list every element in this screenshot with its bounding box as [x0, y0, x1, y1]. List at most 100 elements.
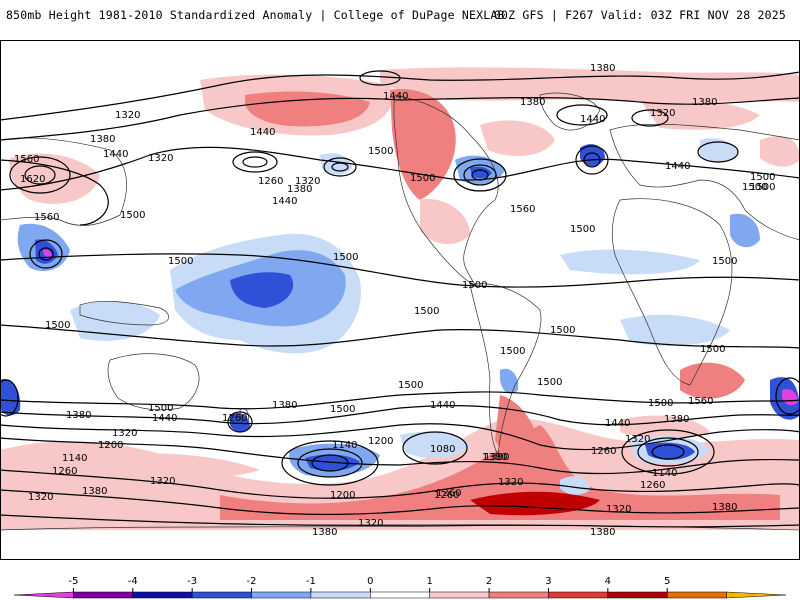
- low-contour-south-indian-b: [637, 437, 699, 467]
- low-contour-southern-pacific-c: [311, 454, 349, 472]
- low-contour-great-lakes-c: [471, 169, 489, 181]
- contour-1260-south: [0, 469, 800, 499]
- contour-label: 1080: [430, 444, 455, 455]
- indonesia-outline: [79, 300, 170, 326]
- contour-label: 1200: [330, 490, 355, 501]
- low-contour-southern-pacific-b: [297, 448, 363, 478]
- negative-anomaly-great-lakes-core: [470, 166, 492, 179]
- low-contour-atlantic-b: [583, 152, 601, 168]
- positive-anomaly-africa-south: [680, 362, 745, 399]
- colorbar-tick-label: 3: [545, 576, 552, 587]
- colorbar-tick-label: -4: [127, 576, 138, 587]
- low-contour-southern-pacific-2: [402, 431, 468, 465]
- contour-label: 1440: [665, 161, 690, 172]
- anomaly-map[interactable]: 1380 1440 1380 1320 1440 1320 1380 1440 …: [0, 40, 800, 560]
- contour-label: 1380: [712, 502, 737, 513]
- contour-label: 1440: [383, 91, 408, 102]
- contour-label: 1380: [66, 410, 91, 421]
- low-contour-great-lakes: [453, 158, 507, 192]
- greenland-outline: [539, 92, 601, 131]
- contour-label: 1320: [115, 110, 140, 121]
- contour-label: 1380: [590, 527, 615, 538]
- colorbar-segment: [488, 591, 549, 599]
- contour-label: 1500: [414, 306, 439, 317]
- colorbar-segment: [666, 591, 727, 599]
- contour-label: 1200: [98, 440, 123, 451]
- contour-label: 1380: [90, 134, 115, 145]
- low-contour-south-indian-c: [651, 444, 685, 460]
- colorbar-segment: [191, 591, 252, 599]
- contour-1320-south-2: [0, 489, 800, 516]
- contour-label: 1320: [150, 476, 175, 487]
- contour-label: 1500: [45, 320, 70, 331]
- contour-label: 1380: [482, 452, 507, 463]
- contour-label: 1500: [712, 256, 737, 267]
- colorbar-segment: [370, 591, 430, 599]
- contour-label: 1260: [222, 413, 247, 424]
- contour-label: 1500: [570, 224, 595, 235]
- positive-anomaly-south-atlantic: [620, 415, 710, 439]
- australia-outline: [107, 353, 200, 411]
- contour-label: 1260: [434, 490, 459, 501]
- contour-label: 1320: [148, 153, 173, 164]
- contour-label: 1440: [103, 149, 128, 160]
- contour-label: 1140: [332, 440, 357, 451]
- negative-anomaly-indian-ocean: [70, 300, 160, 341]
- colorbar-tick-label: -1: [305, 576, 316, 587]
- negative-anomaly-west-edge: [0, 379, 21, 416]
- colorbar-tick-label: 4: [604, 576, 612, 587]
- contour-label: 1380: [312, 527, 337, 538]
- colorbar-segment: [310, 591, 371, 599]
- contour-label: 1440: [430, 400, 455, 411]
- negative-anomaly-east-atlantic: [560, 476, 590, 495]
- positive-anomaly-mexico: [420, 199, 470, 245]
- contour-label: 1320: [295, 176, 320, 187]
- colorbar-tick-label: -3: [187, 576, 198, 587]
- colorbar-tick-label: 1: [426, 576, 433, 587]
- contour-label: 1320: [498, 477, 523, 488]
- positive-anomaly-arctic: [380, 67, 800, 102]
- low-contour-south-indian: [621, 429, 715, 475]
- contour-label: 1200: [368, 436, 393, 447]
- contour-label: 1380: [590, 63, 615, 74]
- contour-label: 1500: [750, 172, 775, 183]
- contour-label: 1140: [62, 453, 87, 464]
- contour-label: 1500: [410, 173, 435, 184]
- contour-label: 1500: [550, 325, 575, 336]
- contour-label: 1320: [625, 434, 650, 445]
- negative-anomaly-southern-pacific-2: [400, 431, 470, 459]
- contour-label: 1260: [436, 488, 461, 499]
- contour-label: 1500: [462, 280, 487, 291]
- contour-label: 1500: [368, 146, 393, 157]
- contour-label: 1380: [484, 452, 509, 463]
- colorbar-tick-label: 2: [485, 576, 493, 587]
- contour-greenland: [556, 104, 608, 126]
- contour-label: 1620: [20, 174, 45, 185]
- coastlines: [0, 92, 800, 531]
- contour-1440-north: [0, 97, 800, 141]
- contour-label: 1500: [750, 182, 775, 193]
- contour-label: 1260: [258, 176, 283, 187]
- colorbar: -5 -4 -3 -2 -1 0 1 2 3 4 5: [0, 570, 800, 600]
- colorbar-segment: [13, 591, 74, 599]
- contour-labels: 1380 1440 1380 1320 1440 1320 1380 1440 …: [14, 63, 775, 538]
- contour-label: 1140: [652, 468, 677, 479]
- contour-label: 1260: [640, 480, 665, 491]
- contour-label: 1560: [510, 204, 535, 215]
- colorbar-segment: [132, 591, 193, 599]
- low-contour-europe: [697, 141, 739, 163]
- contour-1380-antarctic: [0, 514, 800, 528]
- contour-1500-tropical-south: [0, 324, 800, 349]
- contour-1500-north: [0, 146, 800, 191]
- contour-label: 1500: [168, 256, 193, 267]
- low-contour-pacific-1b: [242, 156, 268, 168]
- negative-anomaly-atlantic-trop: [560, 249, 700, 275]
- colorbar-tick-label: 5: [664, 576, 671, 587]
- positive-anomaly-china: [9, 153, 100, 204]
- low-contour-india: [29, 239, 63, 269]
- low-contour-atlantic: [575, 145, 609, 175]
- contour-label: 1380: [82, 486, 107, 497]
- colorbar-segment: [429, 591, 490, 599]
- colorbar-tick-label: -2: [246, 576, 257, 587]
- low-contour-great-lakes-b: [463, 164, 497, 186]
